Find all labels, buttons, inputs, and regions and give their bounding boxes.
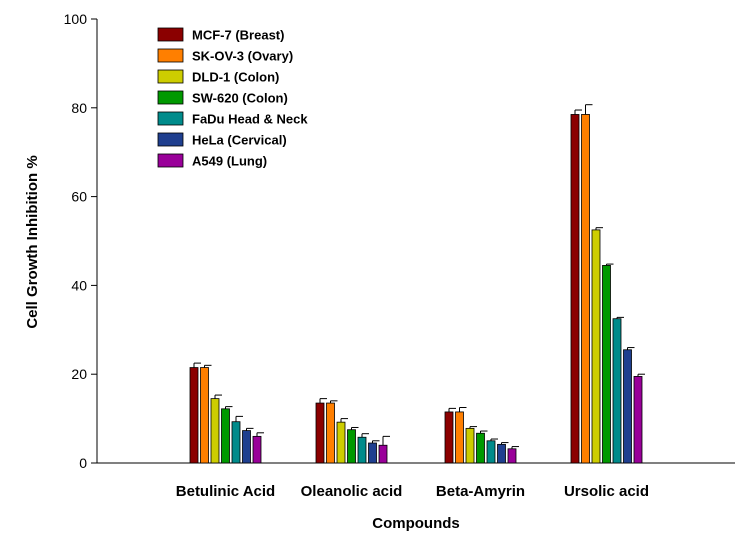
x-tick-label: Beta-Amyrin xyxy=(436,483,525,500)
legend-label: HeLa (Cervical) xyxy=(192,133,287,148)
axes: 0 20 40 60 80 100 Betulinic Acid Oleanolic acid… xyxy=(64,11,735,500)
legend-label: SK-OV-3 (Ovary) xyxy=(192,49,293,64)
bar xyxy=(357,436,367,464)
x-tick-label: Betulinic Acid xyxy=(176,483,275,500)
legend-swatch xyxy=(157,27,184,42)
legend-label: A549 (Lung) xyxy=(192,154,267,169)
x-tick-label: Ursolic acid xyxy=(564,483,649,500)
error-bars-layer xyxy=(193,104,645,449)
bar xyxy=(476,432,485,464)
bar xyxy=(623,349,632,464)
bar xyxy=(221,408,230,464)
bar xyxy=(336,421,346,464)
bar xyxy=(242,430,251,464)
legend-swatch xyxy=(157,69,184,84)
bar xyxy=(633,376,643,464)
bar xyxy=(347,429,356,464)
legend-swatch xyxy=(157,153,184,168)
x-axis-title: Compounds xyxy=(372,515,460,532)
legend-label: FaDu Head & Neck xyxy=(192,112,308,127)
bar xyxy=(315,402,325,464)
bar xyxy=(581,114,590,464)
legend-label: DLD-1 (Colon) xyxy=(192,70,279,85)
y-tick-label: 100 xyxy=(64,11,88,27)
bar xyxy=(570,114,580,464)
y-tick-label: 40 xyxy=(71,277,87,293)
bar xyxy=(378,444,388,464)
bar xyxy=(486,440,496,464)
bar xyxy=(465,427,475,464)
x-tick-label: Oleanolic acid xyxy=(301,483,403,500)
bars-layer xyxy=(189,114,643,464)
legend-swatch xyxy=(157,132,184,147)
bar xyxy=(455,411,464,464)
bar xyxy=(200,367,209,464)
y-tick-label: 60 xyxy=(71,189,87,205)
bar xyxy=(368,442,377,464)
y-tick-label: 0 xyxy=(79,455,87,471)
legend-label: MCF-7 (Breast) xyxy=(192,28,284,43)
y-axis-title: Cell Growth Inhibition % xyxy=(24,155,41,328)
bar xyxy=(189,367,199,464)
legend-swatch xyxy=(157,48,184,63)
bar xyxy=(231,421,241,464)
legend-swatch xyxy=(157,111,184,126)
bar xyxy=(591,229,601,464)
legend-swatch xyxy=(157,90,184,105)
bar xyxy=(210,398,220,464)
bar xyxy=(602,265,611,464)
legend: MCF-7 (Breast) SK-OV-3 (Ovary) DLD-1 (Colo… xyxy=(157,27,308,169)
bar xyxy=(507,448,517,464)
bar xyxy=(252,435,262,464)
bar xyxy=(497,443,506,464)
y-tick-label: 80 xyxy=(71,100,87,116)
bar xyxy=(326,402,335,464)
y-tick-label: 20 xyxy=(71,366,87,382)
legend-label: SW-620 (Colon) xyxy=(192,91,288,106)
bar xyxy=(444,411,454,464)
bar xyxy=(612,318,622,464)
